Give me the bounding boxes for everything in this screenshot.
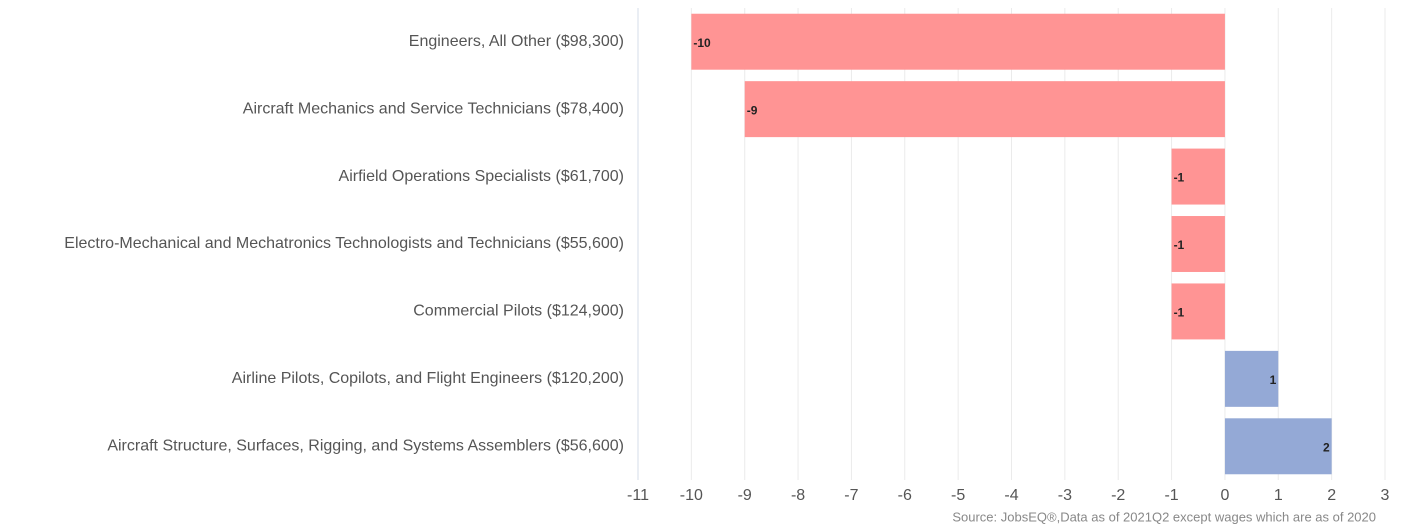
x-tick-label: -2 — [1111, 487, 1125, 504]
bar — [1224, 418, 1332, 475]
data-label: 2 — [1323, 440, 1330, 454]
x-tick-label: -9 — [738, 487, 752, 504]
bar — [691, 13, 1225, 70]
x-tick-label: 3 — [1381, 487, 1390, 504]
x-tick-label: 0 — [1220, 487, 1229, 504]
data-label: -9 — [747, 103, 758, 117]
y-tick-label: Aircraft Mechanics and Service Technicia… — [243, 100, 624, 117]
data-label: -1 — [1174, 171, 1185, 185]
bar — [1171, 148, 1225, 205]
y-tick-label: Engineers, All Other ($98,300) — [409, 33, 624, 50]
x-tick-label: -3 — [1058, 487, 1072, 504]
y-tick-label: Commercial Pilots ($124,900) — [413, 303, 624, 320]
data-label: 1 — [1270, 373, 1277, 387]
x-tick-label: -1 — [1164, 487, 1178, 504]
x-tick-label: -11 — [627, 487, 649, 504]
x-tick-label: -4 — [1004, 487, 1018, 504]
x-tick-label: 1 — [1274, 487, 1283, 504]
data-label: -1 — [1174, 306, 1185, 320]
bar — [744, 81, 1225, 138]
y-tick-label: Airfield Operations Specialists ($61,700… — [339, 168, 624, 185]
bar — [1171, 216, 1225, 272]
data-label: -1 — [1174, 238, 1185, 252]
x-tick-label: -7 — [844, 487, 858, 504]
source-note: Source: JobsEQ®,Data as of 2021Q2 except… — [952, 509, 1376, 524]
data-label: -10 — [693, 36, 711, 50]
bar — [1224, 350, 1279, 407]
x-tick-label: -8 — [791, 487, 805, 504]
x-tick-label: 2 — [1327, 487, 1336, 504]
x-tick-label: -5 — [951, 487, 965, 504]
y-tick-label: Electro-Mechanical and Mechatronics Tech… — [64, 235, 624, 252]
x-tick-label: -10 — [680, 487, 703, 504]
x-tick-label: -6 — [898, 487, 912, 504]
y-tick-label: Aircraft Structure, Surfaces, Rigging, a… — [107, 438, 624, 455]
y-tick-label: Airline Pilots, Copilots, and Flight Eng… — [232, 370, 624, 387]
bar — [1171, 283, 1225, 340]
